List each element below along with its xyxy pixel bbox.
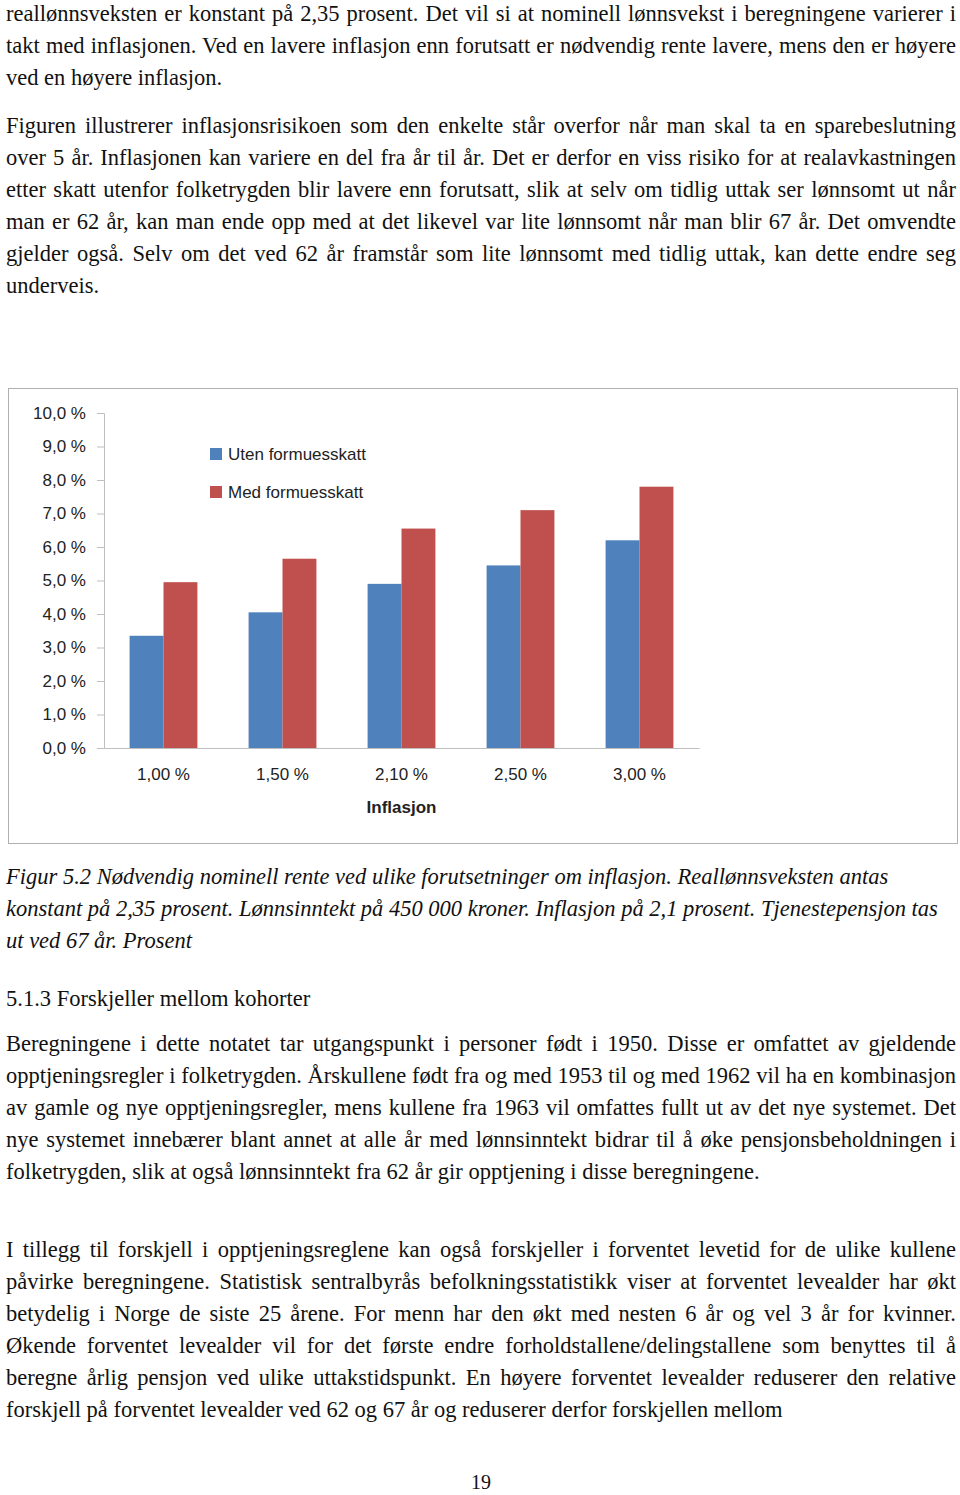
- tick-mark: [97, 681, 104, 682]
- legend-swatch: [210, 486, 222, 498]
- tick-mark: [97, 514, 104, 515]
- figure-caption: Figur 5.2 Nødvendig nominell rente ved u…: [6, 861, 956, 957]
- tick-mark: [97, 648, 104, 649]
- tick: 3,0 %: [43, 638, 104, 657]
- bar: [249, 612, 283, 748]
- tick: 1,0 %: [43, 705, 104, 724]
- paragraph: I tillegg til forskjell i opptjeningsreg…: [6, 1234, 956, 1426]
- page-number: 19: [6, 1466, 956, 1495]
- tick-label: 8,0 %: [43, 471, 86, 490]
- section-heading: 5.1.3 Forskjeller mellom kohorter: [6, 983, 956, 1015]
- bar: [521, 510, 555, 748]
- tick-label: 1,50 %: [256, 765, 309, 784]
- tick: 6,0 %: [43, 538, 104, 557]
- tick-label: 4,0 %: [43, 605, 86, 624]
- tick-label: 3,0 %: [43, 638, 86, 657]
- paragraph: Figuren illustrerer inflasjonsrisikoen s…: [6, 110, 956, 302]
- tick: 8,0 %: [43, 471, 104, 490]
- x-axis-title: Inflasjon: [367, 798, 437, 817]
- axis-line: [105, 748, 700, 749]
- bar: [402, 529, 436, 748]
- tick: 1,00 %: [137, 748, 190, 784]
- bars: [130, 487, 674, 748]
- legend-swatch: [210, 448, 222, 460]
- paragraph: reallønnsveksten er konstant på 2,35 pro…: [6, 0, 956, 94]
- tick-label: 2,50 %: [494, 765, 547, 784]
- bar: [368, 584, 402, 748]
- bar: [130, 636, 164, 748]
- tick-mark: [97, 581, 104, 582]
- bar: [487, 565, 521, 748]
- tick: 10,0 %: [33, 404, 104, 423]
- tick-mark: [97, 413, 104, 414]
- tick-label: 2,0 %: [43, 672, 86, 691]
- tick-label: 5,0 %: [43, 571, 86, 590]
- legend: Uten formuesskatt Med formuesskatt: [210, 445, 366, 502]
- tick-mark: [97, 480, 104, 481]
- tick-label: 0,0 %: [43, 739, 86, 758]
- tick-label: 1,00 %: [137, 765, 190, 784]
- tick-mark: [97, 715, 104, 716]
- bar: [283, 559, 317, 748]
- tick: 3,00 %: [613, 748, 666, 784]
- tick-label: 1,0 %: [43, 705, 86, 724]
- tick-label: 6,0 %: [43, 538, 86, 557]
- chart: 0,0 % 1,0 % 2,0 % 3,0 % 4,0 % 5,0 % 6,0 % 7,0 %…: [8, 388, 958, 844]
- tick: 4,0 %: [43, 605, 104, 624]
- legend-item: Uten formuesskatt: [210, 445, 366, 464]
- legend-item: Med formuesskatt: [210, 483, 363, 502]
- tick-label: 10,0 %: [33, 404, 86, 423]
- tick-mark: [97, 547, 104, 548]
- paragraph: Beregningene i dette notatet tar utgangs…: [6, 1028, 956, 1188]
- legend-label: Med formuesskatt: [228, 483, 363, 502]
- legend-label: Uten formuesskatt: [228, 445, 366, 464]
- bar: [606, 540, 640, 748]
- tick-mark: [97, 614, 104, 615]
- tick: 0,0 %: [43, 739, 104, 758]
- tick-label: 9,0 %: [43, 437, 86, 456]
- tick: 9,0 %: [43, 437, 104, 456]
- tick-label: 2,10 %: [375, 765, 428, 784]
- tick: 1,50 %: [256, 748, 309, 784]
- tick: 2,0 %: [43, 672, 104, 691]
- tick: 5,0 %: [43, 571, 104, 590]
- bar: [164, 582, 198, 748]
- tick: 7,0 %: [43, 504, 104, 523]
- tick: 2,50 %: [494, 748, 547, 784]
- tick-label: 7,0 %: [43, 504, 86, 523]
- bar: [640, 487, 674, 748]
- x-axis: 1,00 % 1,50 % 2,10 % 2,50 % 3,00 %: [105, 748, 700, 784]
- axis-line: [97, 414, 105, 749]
- tick-mark: [97, 748, 104, 749]
- chart-frame: [9, 389, 958, 844]
- y-axis: 0,0 % 1,0 % 2,0 % 3,0 % 4,0 % 5,0 % 6,0 % 7,0 %…: [33, 404, 104, 758]
- tick-mark: [97, 447, 104, 448]
- tick: 2,10 %: [375, 748, 428, 784]
- tick-label: 3,00 %: [613, 765, 666, 784]
